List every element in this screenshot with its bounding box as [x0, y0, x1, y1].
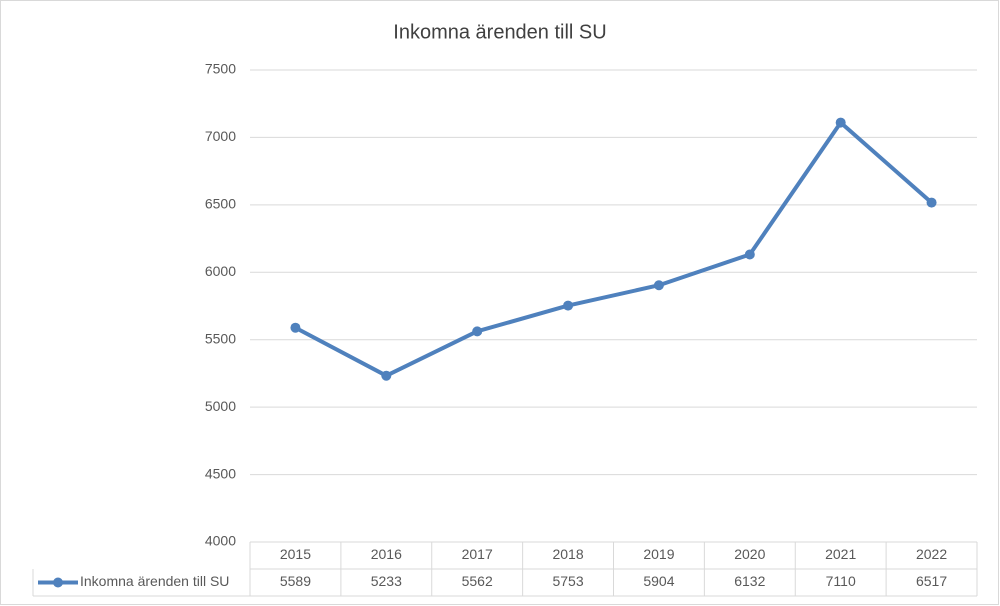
table-value: 5753 — [552, 573, 583, 589]
y-tick-label: 7000 — [205, 128, 236, 144]
legend-marker — [53, 577, 63, 588]
point — [290, 322, 301, 333]
chart-title: Inkomna ärenden till SU — [393, 21, 606, 43]
point — [472, 326, 483, 337]
point — [744, 249, 755, 260]
table-value: 5904 — [643, 573, 674, 589]
legend-label: Inkomna ärenden till SU — [80, 573, 229, 589]
series-line — [294, 120, 933, 378]
table-value: 5589 — [280, 573, 311, 589]
y-tick-label: 6000 — [205, 263, 236, 279]
x-tick-label: 2016 — [371, 546, 402, 562]
point — [653, 280, 664, 291]
x-tick-label: 2019 — [643, 546, 674, 562]
y-tick-label: 7500 — [205, 61, 236, 77]
table-value: 5562 — [462, 573, 493, 589]
table-value: 5233 — [371, 573, 402, 589]
point — [835, 117, 846, 128]
table-value: 6132 — [734, 573, 765, 589]
y-tick-label: 4000 — [205, 533, 236, 549]
y-tick-label: 5000 — [205, 398, 236, 414]
x-tick-label: 2017 — [462, 546, 493, 562]
point — [381, 370, 392, 381]
x-tick-label: 2021 — [825, 546, 856, 562]
y-tick-label: 4500 — [205, 465, 236, 481]
x-tick-label: 2015 — [280, 546, 311, 562]
x-tick-label: 2022 — [916, 546, 947, 562]
point — [563, 300, 574, 311]
x-tick-label: 2018 — [552, 546, 583, 562]
table-value: 6517 — [916, 573, 947, 589]
y-tick-label: 5500 — [205, 330, 236, 346]
y-tick-label: 6500 — [205, 196, 236, 212]
table-value: 7110 — [826, 573, 856, 589]
point — [926, 197, 937, 208]
x-tick-label: 2020 — [734, 546, 765, 562]
